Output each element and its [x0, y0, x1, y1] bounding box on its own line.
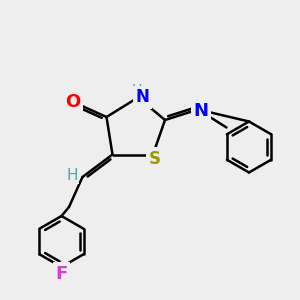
Text: H: H [66, 168, 78, 183]
Text: N: N [136, 88, 149, 106]
Text: O: O [65, 93, 80, 111]
Text: N: N [194, 102, 208, 120]
Text: F: F [56, 265, 68, 283]
Text: S: S [148, 150, 160, 168]
Text: H: H [131, 83, 142, 97]
